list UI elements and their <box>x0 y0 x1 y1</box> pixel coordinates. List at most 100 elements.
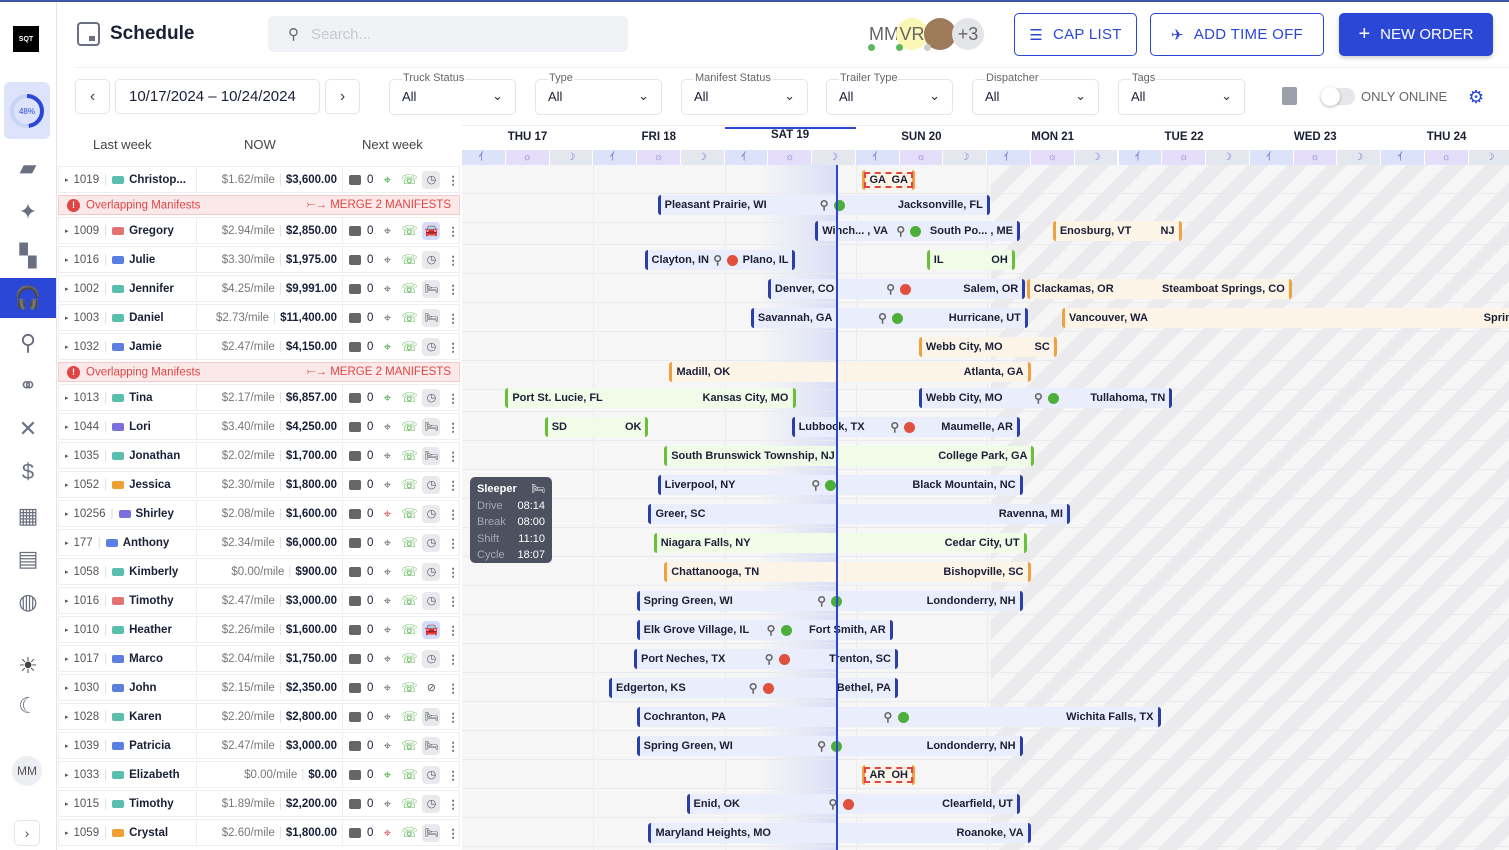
driver-info[interactable]: ▸ 1009 | Gregory <box>59 218 197 243</box>
manifest-bar[interactable]: Clayton, IN ⚲ Plano, IL <box>644 250 796 270</box>
voice-call-icon[interactable]: ☏ <box>401 309 418 325</box>
user-avatar[interactable]: VR <box>896 18 928 51</box>
only-online-toggle[interactable] <box>1321 87 1355 106</box>
messages-button[interactable]: 0 <box>349 537 373 549</box>
document-icon[interactable]: ▤ <box>17 546 39 571</box>
clock-status-icon[interactable]: ◷ <box>422 475 441 494</box>
cap-list-button[interactable]: ☰ CAP LIST <box>1014 13 1137 56</box>
last-week-header[interactable]: Last week <box>93 137 152 152</box>
driver-info[interactable]: ▸ 1058 | Kimberly <box>59 559 197 584</box>
expand-triangle-icon[interactable]: ▸ <box>65 684 69 692</box>
messages-button[interactable]: 0 <box>349 450 373 462</box>
driver-info[interactable]: ▸ 177 | Anthony <box>59 530 197 555</box>
location-target-icon[interactable]: ⌖ <box>383 621 392 637</box>
clock-status-icon[interactable]: ◷ <box>422 170 441 189</box>
tools-icon[interactable]: ✕ <box>18 416 38 441</box>
more-options-icon[interactable]: ⋮ <box>447 283 459 296</box>
driver-info[interactable]: ▸ 1013 | Tina <box>59 385 197 410</box>
driver-cells[interactable]: ▸ 1002 | Jennifer $4.25/mile | $9,991.00 0 ⌖ ☏ 🛏 ⋮ <box>58 275 460 302</box>
driver-cells[interactable]: ▸ 1035 | Jonathan $2.02/mile | $1,700.00 0 ⌖ ☏ 🛏 ⋮ <box>58 442 460 469</box>
manifest-bar[interactable]: South Brunswick Township, NJ College Park… <box>664 446 1035 466</box>
more-options-icon[interactable]: ⋮ <box>447 711 459 724</box>
more-options-icon[interactable]: ⋮ <box>447 798 459 811</box>
location-target-icon[interactable]: ⌖ <box>383 309 392 325</box>
driver-info[interactable]: ▸ 1017 | Marco <box>59 646 197 671</box>
merge-manifests-button[interactable]: ⤚→ MERGE 2 MANIFESTS <box>306 366 451 379</box>
manifest-bar[interactable]: Greer, SC Ravenna, MI <box>648 504 1070 524</box>
voice-call-icon[interactable]: ☏ <box>401 563 418 579</box>
manifest-bar[interactable]: Clackamas, OR Steamboat Springs, CO <box>1026 279 1292 299</box>
search-input[interactable] <box>311 25 591 43</box>
expand-triangle-icon[interactable]: ▸ <box>65 285 69 293</box>
driver-info[interactable]: ▸ 1059 | Crystal <box>59 820 197 845</box>
driver-cells[interactable]: ▸ 1032 | Jamie $2.47/mile | $4,150.00 0 ⌖ ☏ ◷ ⋮ <box>58 333 460 360</box>
manifest-bar[interactable]: Webb City, MO SC <box>918 337 1057 357</box>
expand-triangle-icon[interactable]: ▸ <box>65 568 69 576</box>
filter-tags[interactable]: Tags All ⌄ <box>1118 72 1245 115</box>
voice-call-icon[interactable]: ☏ <box>401 171 418 187</box>
driver-cells[interactable]: ▸ 1030 | John $2.15/mile | $2,350.00 0 ⌖ ☏ ⊘ ⋮ <box>58 674 460 701</box>
manifest-bar[interactable]: Port St. Lucie, FL Kansas City, MO <box>505 388 796 408</box>
expand-triangle-icon[interactable]: ▸ <box>65 452 69 460</box>
expand-triangle-icon[interactable]: ▸ <box>65 423 69 431</box>
driver-info[interactable]: ▸ 1019 | Christop... <box>59 167 197 192</box>
location-target-icon[interactable]: ⌖ <box>383 737 392 753</box>
clock-status-icon[interactable]: ◷ <box>422 504 441 523</box>
sleeper-status-icon[interactable]: 🛏 <box>422 279 441 298</box>
location-target-icon[interactable]: ⌖ <box>383 171 392 187</box>
driver-info[interactable]: ▸ 1052 | Jessica <box>59 472 197 497</box>
expand-triangle-icon[interactable]: ▸ <box>65 829 69 837</box>
location-off-icon[interactable]: ⌖ <box>383 505 392 521</box>
manifest-bar[interactable]: Liverpool, NY ⚲ Black Mountain, NC <box>657 475 1023 495</box>
voice-call-icon[interactable]: ☏ <box>401 222 418 238</box>
location-target-icon[interactable]: ⌖ <box>383 592 392 608</box>
driver-cells[interactable]: ▸ 1016 | Julie $3.30/mile | $1,975.00 0 ⌖ ☏ ◷ ⋮ <box>58 246 460 273</box>
location-target-icon[interactable]: ⌖ <box>383 338 392 354</box>
location-target-icon[interactable]: ⌖ <box>383 650 392 666</box>
manifest-bar[interactable]: IL OH <box>926 250 1015 270</box>
filter-trailer-type[interactable]: Trailer Type All ⌄ <box>826 72 953 115</box>
voice-call-icon[interactable]: ☏ <box>401 251 418 267</box>
messages-button[interactable]: 0 <box>349 595 373 607</box>
clock-status-icon[interactable]: ◷ <box>422 765 441 784</box>
voice-call-icon[interactable]: ☏ <box>401 824 418 840</box>
voice-call-icon[interactable]: ☏ <box>401 737 418 753</box>
messages-button[interactable]: 0 <box>349 341 373 353</box>
driver-cells[interactable]: ▸ 1033 | Elizabeth $0.00/mile | $0.00 0 ⌖ ☏ ◷ ⋮ <box>58 761 460 788</box>
expand-triangle-icon[interactable]: ▸ <box>65 800 69 808</box>
messages-button[interactable]: 0 <box>349 254 373 266</box>
manifest-bar[interactable]: Port Neches, TX ⚲ Trenton, SC <box>634 649 898 669</box>
location-target-icon[interactable]: ⌖ <box>383 222 392 238</box>
more-options-icon[interactable]: ⋮ <box>447 254 459 267</box>
map-pin-icon[interactable]: ⚲ <box>19 330 37 355</box>
more-options-icon[interactable]: ⋮ <box>447 769 459 782</box>
driver-info[interactable]: ▸ 1032 | Jamie <box>59 334 197 359</box>
manifest-bar[interactable]: Madill, OK Atlanta, GA <box>669 362 1031 382</box>
money-icon[interactable]: $ <box>21 459 35 484</box>
manifest-bar[interactable]: SD OK <box>544 417 649 437</box>
driver-cells[interactable]: ▸ 1019 | Christop... $1.62/mile | $3,600.00 0 ⌖ ☏… <box>58 166 460 193</box>
expand-triangle-icon[interactable]: ▸ <box>65 256 69 264</box>
more-options-icon[interactable]: ⋮ <box>447 450 459 463</box>
messages-button[interactable]: 0 <box>349 798 373 810</box>
messages-button[interactable]: 0 <box>349 566 373 578</box>
location-target-icon[interactable]: ⌖ <box>383 795 392 811</box>
manifest-bar[interactable]: Cochranton, PA ⚲ Wichita Falls, TX <box>636 707 1161 727</box>
voice-call-icon[interactable]: ☏ <box>401 280 418 296</box>
manifest-bar[interactable]: Spring Green, WI ⚲ Londonderry, NH <box>636 591 1023 611</box>
search-box[interactable]: ⚲ <box>268 16 628 52</box>
driver-info[interactable]: ▸ 1016 | Julie <box>59 247 197 272</box>
voice-call-icon[interactable]: ☏ <box>401 592 418 608</box>
next-week-button[interactable]: › <box>325 79 360 114</box>
manifest-bar[interactable]: Chattanooga, TN Bishopville, SC <box>664 562 1031 582</box>
filter-dispatcher[interactable]: Dispatcher All ⌄ <box>972 72 1099 115</box>
expand-triangle-icon[interactable]: ▸ <box>65 176 69 184</box>
expand-triangle-icon[interactable]: ▸ <box>65 394 69 402</box>
more-options-icon[interactable]: ⋮ <box>447 508 459 521</box>
filter-truck-status[interactable]: Truck Status All ⌄ <box>389 72 516 115</box>
driver-info[interactable]: ▸ 1039 | Patricia <box>59 733 197 758</box>
more-options-icon[interactable]: ⋮ <box>447 537 459 550</box>
filter-type[interactable]: Type All ⌄ <box>535 72 662 115</box>
more-options-icon[interactable]: ⋮ <box>447 479 459 492</box>
voice-call-icon[interactable]: ☏ <box>401 505 418 521</box>
